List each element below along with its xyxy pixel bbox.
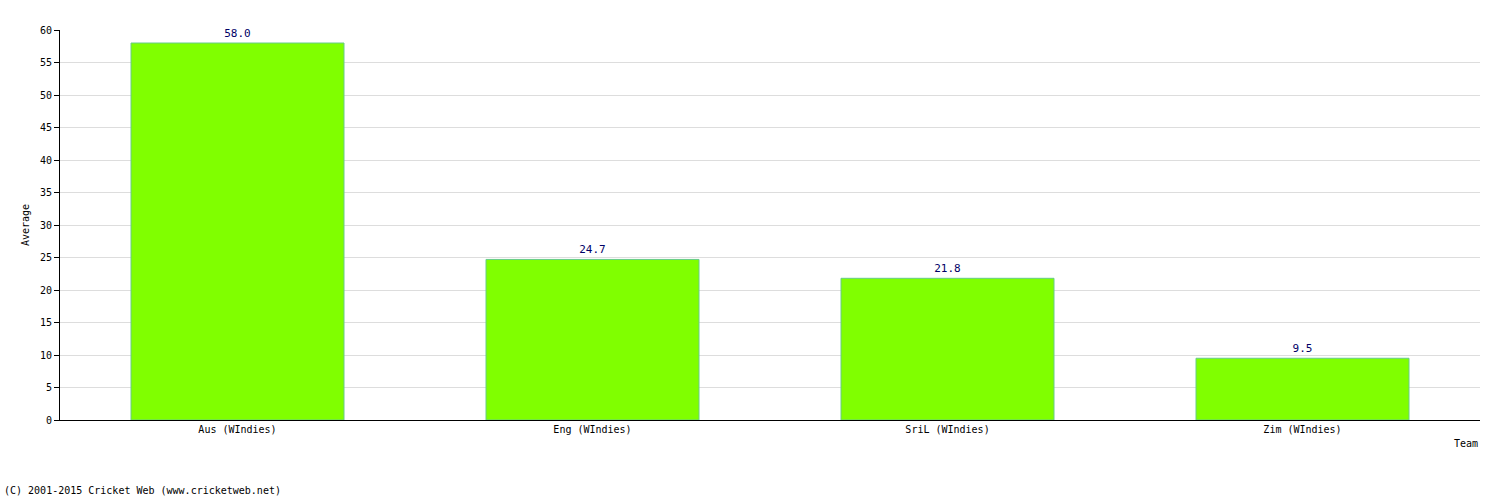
svg-text:24.7: 24.7 bbox=[579, 243, 606, 256]
svg-text:0: 0 bbox=[46, 415, 52, 426]
svg-text:10: 10 bbox=[40, 350, 52, 361]
svg-text:(C) 2001-2015 Cricket Web (www: (C) 2001-2015 Cricket Web (www.cricketwe… bbox=[4, 485, 281, 496]
svg-text:SriL (WIndies): SriL (WIndies) bbox=[905, 424, 989, 435]
svg-text:60: 60 bbox=[40, 25, 52, 36]
svg-text:20: 20 bbox=[40, 285, 52, 296]
svg-text:Average: Average bbox=[20, 204, 31, 246]
svg-text:21.8: 21.8 bbox=[934, 262, 961, 275]
svg-text:50: 50 bbox=[40, 90, 52, 101]
svg-text:15: 15 bbox=[40, 317, 52, 328]
svg-text:Zim (WIndies): Zim (WIndies) bbox=[1263, 424, 1341, 435]
svg-text:55: 55 bbox=[40, 57, 52, 68]
svg-text:9.5: 9.5 bbox=[1293, 342, 1313, 355]
svg-text:45: 45 bbox=[40, 122, 52, 133]
svg-text:Team: Team bbox=[1454, 438, 1478, 449]
svg-text:Eng (WIndies): Eng (WIndies) bbox=[553, 424, 631, 435]
svg-text:40: 40 bbox=[40, 155, 52, 166]
svg-text:25: 25 bbox=[40, 252, 52, 263]
svg-text:35: 35 bbox=[40, 187, 52, 198]
svg-text:5: 5 bbox=[46, 382, 52, 393]
svg-text:Aus (WIndies): Aus (WIndies) bbox=[198, 424, 276, 435]
svg-text:30: 30 bbox=[40, 220, 52, 231]
svg-text:58.0: 58.0 bbox=[224, 27, 251, 40]
